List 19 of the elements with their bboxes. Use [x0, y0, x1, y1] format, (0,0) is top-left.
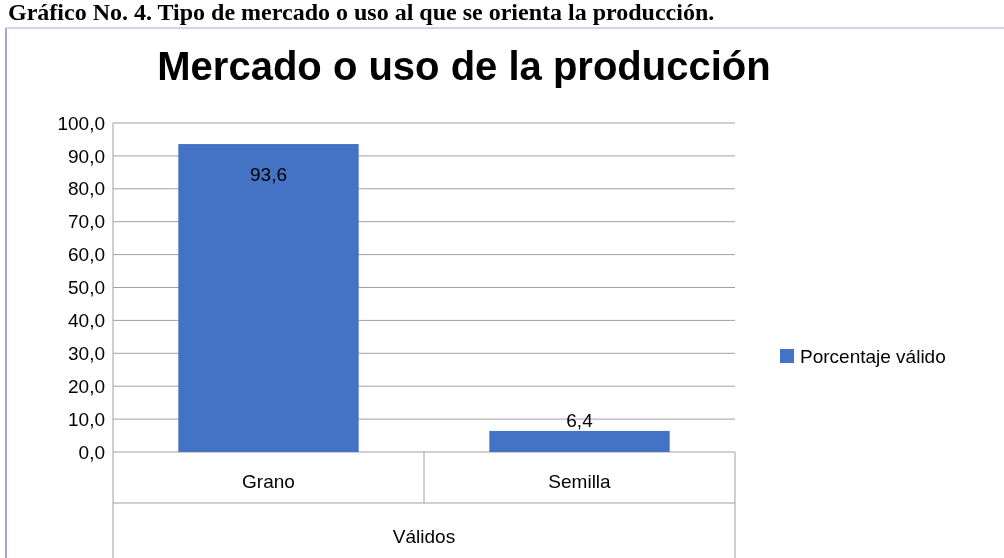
data-label: 93,6 [250, 164, 287, 186]
y-tick-label: 20,0 [68, 375, 105, 397]
y-tick-label: 60,0 [68, 244, 105, 266]
data-label: 6,4 [566, 409, 594, 431]
y-tick-label: 40,0 [68, 310, 105, 332]
y-tick-label: 10,0 [68, 408, 105, 430]
chart-title: Mercado o uso de la producción [157, 44, 771, 88]
x-axis-title: Válidos [392, 526, 456, 547]
y-tick-label: 0,0 [78, 441, 105, 463]
y-tick-label: 30,0 [68, 342, 105, 364]
y-tick-label: 100,0 [57, 112, 105, 134]
y-tick-label: 50,0 [68, 277, 105, 299]
text: Gráfico No. 4. Tipo de mercado o uso al que se orienta la producción. [8, 0, 715, 25]
x-tick-label: Grano [242, 471, 295, 492]
legend-label: Porcentaje válido [800, 345, 946, 367]
y-tick-label: 80,0 [68, 178, 105, 200]
x-tick-label: Semilla [548, 471, 612, 492]
y-tick-label: 70,0 [68, 211, 105, 233]
y-tick-label: 90,0 [68, 145, 105, 167]
